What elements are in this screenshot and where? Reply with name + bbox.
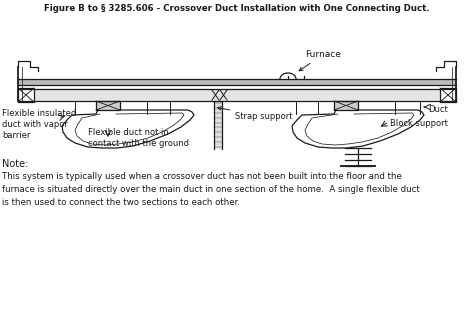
Bar <box>440 88 456 102</box>
Text: Block support: Block support <box>390 119 448 128</box>
Bar <box>334 101 358 110</box>
Text: Flexible duct not in
contact with the ground: Flexible duct not in contact with the gr… <box>88 128 189 148</box>
Text: is then used to connect the two sections to each other.: is then used to connect the two sections… <box>2 198 240 207</box>
Text: Duct: Duct <box>428 105 448 114</box>
Bar <box>18 88 34 102</box>
Text: Flexible insulated
duct with vapor
barrier: Flexible insulated duct with vapor barri… <box>2 109 76 140</box>
Text: Strap support: Strap support <box>218 107 292 121</box>
Text: This system is typically used when a crossover duct has not been built into the : This system is typically used when a cro… <box>2 172 402 181</box>
Text: Furnace: Furnace <box>299 50 341 71</box>
Text: furnace is situated directly over the main duct in one section of the home.  A s: furnace is situated directly over the ma… <box>2 185 420 194</box>
Text: Figure B to § 3285.606 - Crossover Duct Installation with One Connecting Duct.: Figure B to § 3285.606 - Crossover Duct … <box>44 4 430 13</box>
Text: Note:: Note: <box>2 159 28 169</box>
Bar <box>96 101 120 110</box>
